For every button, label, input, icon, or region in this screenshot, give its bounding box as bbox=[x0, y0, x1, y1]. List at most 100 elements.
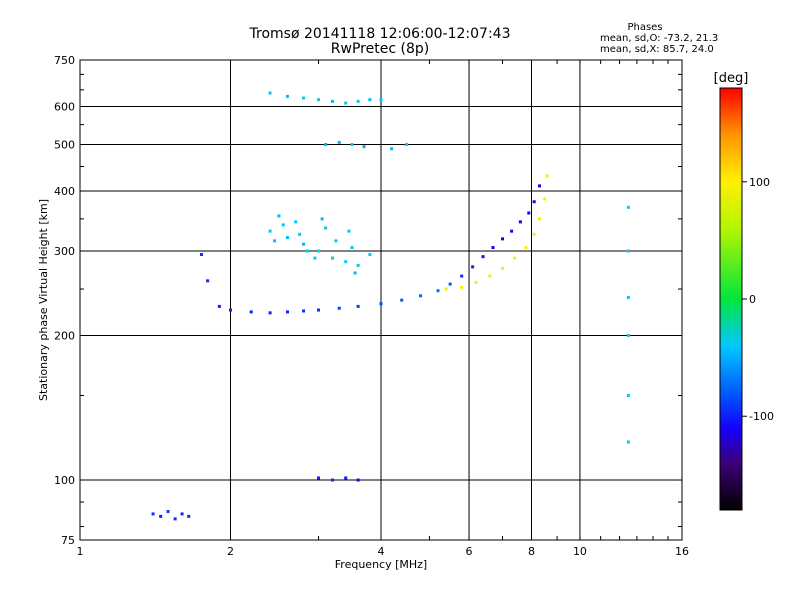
data-point bbox=[285, 94, 289, 98]
y-tick-label: 300 bbox=[54, 245, 75, 258]
data-point bbox=[273, 239, 277, 243]
data-point bbox=[368, 98, 372, 102]
data-point bbox=[368, 253, 372, 257]
data-point bbox=[317, 308, 321, 312]
phase-stats-x-mode: mean, sd,X: 85.7, 24.0 bbox=[600, 44, 714, 55]
data-point bbox=[268, 229, 272, 233]
data-point bbox=[317, 476, 321, 480]
data-point bbox=[513, 256, 517, 260]
data-point bbox=[302, 309, 306, 313]
data-point bbox=[474, 280, 478, 284]
data-point bbox=[510, 229, 514, 233]
data-point bbox=[488, 274, 492, 278]
data-point bbox=[491, 246, 495, 250]
data-point bbox=[200, 253, 204, 257]
data-point bbox=[626, 394, 630, 398]
data-point bbox=[344, 260, 348, 264]
data-point bbox=[285, 236, 289, 240]
x-tick-label: 16 bbox=[675, 545, 689, 558]
data-point bbox=[390, 147, 394, 151]
data-point bbox=[460, 274, 464, 278]
data-point bbox=[159, 514, 163, 518]
data-point bbox=[527, 211, 531, 215]
data-point bbox=[249, 310, 253, 314]
data-point bbox=[626, 296, 630, 300]
colorbar-tick-label: 100 bbox=[749, 176, 770, 189]
data-point bbox=[353, 271, 357, 275]
y-tick-label: 750 bbox=[54, 54, 75, 67]
x-axis-label: Frequency [MHz] bbox=[335, 558, 427, 571]
y-tick-label: 75 bbox=[61, 534, 75, 547]
data-point bbox=[460, 285, 464, 289]
chart-subtitle: RwPretec (8p) bbox=[330, 41, 430, 57]
data-point bbox=[317, 98, 321, 102]
data-point bbox=[320, 217, 324, 221]
data-point bbox=[347, 229, 351, 233]
data-point bbox=[294, 220, 298, 224]
data-point bbox=[337, 306, 341, 310]
x-tick-label: 6 bbox=[466, 545, 473, 558]
data-point bbox=[344, 476, 348, 480]
data-point bbox=[166, 509, 170, 513]
chart-title: Tromsø 20141118 12:06:00-12:07:43 bbox=[249, 26, 511, 42]
data-point bbox=[356, 304, 360, 308]
data-point bbox=[344, 101, 348, 105]
data-point bbox=[537, 184, 541, 188]
data-point bbox=[362, 145, 366, 149]
data-point bbox=[350, 143, 354, 147]
data-point bbox=[206, 279, 210, 283]
data-point bbox=[537, 217, 541, 221]
data-point bbox=[268, 91, 272, 95]
y-tick-label: 600 bbox=[54, 101, 75, 114]
data-point bbox=[471, 265, 475, 269]
data-point bbox=[501, 266, 505, 270]
data-point bbox=[501, 237, 505, 241]
data-point bbox=[379, 302, 383, 306]
data-point bbox=[518, 220, 522, 224]
colorbar-label: [deg] bbox=[714, 71, 749, 86]
data-point bbox=[313, 256, 317, 260]
data-point bbox=[543, 197, 547, 201]
data-point bbox=[356, 99, 360, 103]
data-point bbox=[626, 440, 630, 444]
data-point bbox=[302, 242, 306, 246]
data-point bbox=[324, 143, 328, 147]
phase-stats-o-mode: mean, sd,O: -73.2, 21.3 bbox=[600, 33, 719, 44]
data-point bbox=[405, 143, 409, 147]
data-point bbox=[317, 249, 321, 253]
y-tick-label: 100 bbox=[54, 474, 75, 487]
data-point bbox=[285, 310, 289, 314]
data-point bbox=[532, 232, 536, 236]
data-point bbox=[481, 255, 485, 259]
data-point bbox=[379, 98, 383, 102]
data-point bbox=[331, 99, 335, 103]
x-tick-label: 8 bbox=[528, 545, 535, 558]
data-point bbox=[356, 263, 360, 267]
data-point bbox=[448, 282, 452, 286]
data-point bbox=[350, 246, 354, 250]
data-point bbox=[400, 298, 404, 302]
data-point bbox=[281, 223, 285, 227]
data-point bbox=[436, 289, 440, 293]
colorbar-tick-label: 0 bbox=[749, 293, 756, 306]
colorbar-tick-label: -100 bbox=[749, 410, 774, 423]
data-point bbox=[532, 200, 536, 204]
data-point bbox=[324, 226, 328, 230]
data-point bbox=[151, 512, 155, 516]
x-tick-label: 2 bbox=[227, 545, 234, 558]
x-tick-label: 10 bbox=[573, 545, 587, 558]
data-point bbox=[356, 478, 360, 482]
x-tick-label: 4 bbox=[378, 545, 385, 558]
phase-stats-heading: Phases bbox=[627, 22, 663, 33]
data-point bbox=[626, 249, 630, 253]
data-point bbox=[419, 294, 423, 298]
data-point bbox=[229, 308, 232, 312]
data-point bbox=[305, 249, 309, 253]
data-point bbox=[302, 96, 306, 100]
data-point bbox=[331, 256, 335, 260]
data-point bbox=[626, 334, 630, 338]
y-tick-label: 500 bbox=[54, 139, 75, 152]
data-point bbox=[337, 140, 341, 144]
data-point bbox=[277, 214, 281, 218]
